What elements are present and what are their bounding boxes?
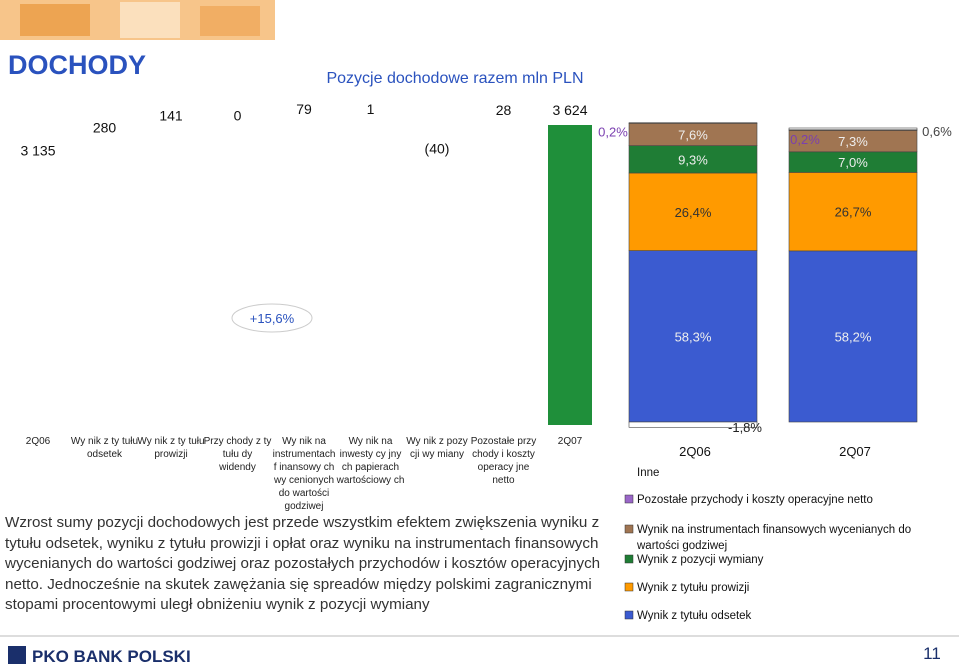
value-label: 9,3% — [678, 152, 708, 167]
legend-swatch — [624, 610, 634, 620]
value-label: 3 624 — [552, 102, 587, 118]
legend-label: Pozostałe przychody i koszty operacyjne … — [637, 494, 873, 506]
bar-segment — [788, 172, 918, 252]
category-label: Pozostałe przy chody i koszty operacy jn… — [470, 436, 537, 486]
logo-emblem — [8, 646, 26, 664]
category-label: Wy nik z pozy cji wy miany — [406, 436, 468, 460]
value-label: 0,2% — [790, 132, 820, 147]
value-label: 7,3% — [838, 134, 868, 149]
bar — [149, 130, 193, 143]
value-label: 0,2% — [598, 125, 628, 140]
category-label: Wy nik na instrumentach f inansowy ch wy… — [272, 436, 336, 512]
x-tick-label: 2Q06 — [679, 444, 711, 459]
legend-label: Wynik na instrumentach finansowych wycen… — [637, 524, 912, 552]
value-label: 141 — [159, 108, 183, 124]
legend-label: Wynik z tytułu odsetek — [637, 610, 752, 622]
page-number: 11 — [923, 644, 941, 663]
category-label: 2Q06 — [25, 436, 51, 447]
category-label: Wy nik na inwesty cy jny ch papierach wa… — [336, 436, 405, 486]
x-tick-label: 2Q07 — [839, 444, 871, 459]
category-label: Wy nik z ty tułu odsetek — [70, 436, 139, 460]
value-label: (40) — [425, 140, 450, 156]
logo-text: PKO BANK POLSKI — [32, 647, 191, 666]
value-label: 1 — [367, 101, 375, 117]
category-label: Wy nik z ty tułu prowizji — [137, 436, 205, 460]
value-label: 79 — [296, 101, 312, 117]
slide-title: DOCHODY — [8, 50, 146, 80]
bar — [348, 124, 393, 125]
bar-segment — [788, 250, 918, 423]
value-label: 58,3% — [675, 329, 712, 344]
legend-swatch — [624, 554, 634, 564]
bar-segment — [628, 421, 758, 428]
category-label: 2Q07 — [557, 436, 583, 447]
bar — [82, 142, 127, 166]
bar-segment — [788, 127, 918, 131]
value-label: 0 — [234, 108, 242, 124]
legend-label: Inne — [637, 467, 660, 479]
legend-label: Wynik z pozycji wymiany — [637, 554, 764, 566]
value-label: 7,0% — [838, 155, 868, 170]
body-text: Wzrost sumy pozycji dochodowych jest prz… — [5, 514, 601, 613]
bar-segment — [628, 122, 758, 124]
annotation-bubble — [231, 303, 313, 333]
legend-swatch — [625, 468, 633, 476]
bar — [548, 125, 592, 425]
bar-segment — [628, 145, 758, 174]
annotation: +15,6% — [250, 311, 295, 326]
legend-swatch — [624, 494, 634, 504]
bar — [282, 124, 326, 131]
value-label: 7,6% — [678, 127, 708, 142]
header-image-part — [120, 2, 180, 38]
value-label: 26,4% — [675, 205, 712, 220]
chart-title: Pozycje dochodowe razem mln PLN — [326, 70, 583, 87]
bar — [481, 125, 526, 128]
value-label: -1,8% — [728, 420, 762, 435]
value-label: 28 — [496, 102, 512, 118]
category-label: Przy chody z ty tułu dy widendy — [203, 436, 272, 473]
header-image-part — [200, 6, 260, 36]
bar — [215, 130, 260, 132]
legend-label: Wynik z tytułu prowizji — [637, 582, 750, 594]
bar — [415, 124, 459, 128]
value-label: 280 — [93, 119, 117, 135]
legend-swatch — [624, 582, 634, 592]
value-label: 3 135 — [20, 142, 55, 158]
bar-segment — [628, 172, 758, 251]
value-label: 58,2% — [835, 329, 872, 344]
legend-swatch — [624, 524, 634, 534]
value-label: 26,7% — [835, 205, 872, 220]
value-label: 0,6% — [922, 124, 952, 139]
bar-segment — [628, 250, 758, 423]
bar — [16, 165, 60, 425]
header-image-part — [20, 4, 90, 36]
